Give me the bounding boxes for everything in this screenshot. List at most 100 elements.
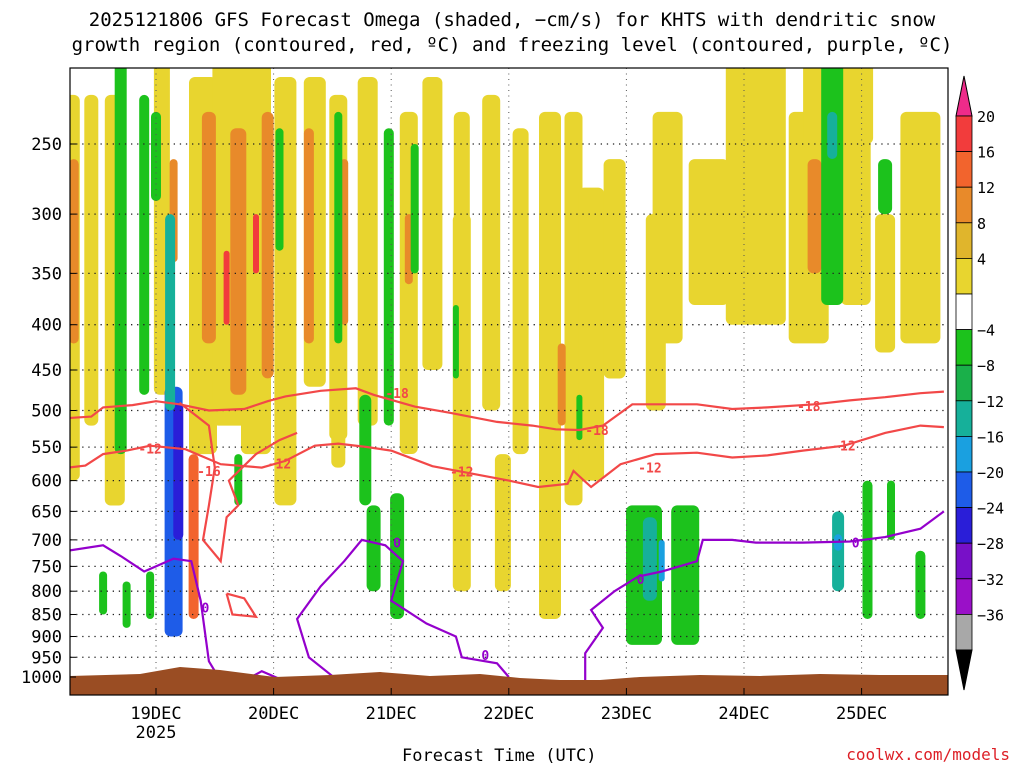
contour-line-freezing — [584, 510, 945, 681]
y-tick-label: 950 — [31, 648, 62, 668]
y-tick-label: 550 — [31, 438, 62, 458]
omega-core-max — [173, 402, 184, 540]
contour-label: 0 — [393, 537, 401, 552]
colorbar-swatch — [955, 329, 973, 366]
omega-cell-weak-ascent — [578, 187, 605, 481]
y-tick-label: 250 — [31, 135, 62, 155]
y-tick-label: 650 — [31, 502, 62, 522]
colorbar-swatch — [955, 578, 973, 615]
colorbar-swatch — [955, 293, 973, 330]
terrain-fill — [70, 667, 948, 695]
colorbar-label: −16 — [977, 428, 1004, 446]
omega-cell-descent — [383, 128, 394, 426]
y-tick-label: 1000 — [21, 668, 62, 688]
colorbar-label: 16 — [977, 144, 995, 162]
colorbar-swatch — [955, 115, 973, 152]
colorbar-label: −20 — [977, 464, 1004, 482]
omega-cell-weak-ascent — [900, 111, 941, 344]
omega-cell-descent — [576, 394, 583, 441]
omega-cell-descent — [122, 581, 131, 628]
omega-cell-weak-ascent — [494, 454, 511, 592]
omega-cell-moderate-ascent — [303, 128, 314, 344]
y-axis-ticks: 2503003504004505005506006507007508008509… — [21, 135, 76, 688]
omega-cell-moderate-ascent — [201, 111, 216, 344]
title-line-1: 2025121806 GFS Forecast Omega (shaded, −… — [88, 9, 936, 31]
x-year-label: 2025 — [136, 723, 177, 743]
omega-cell-strong-ascent — [253, 214, 259, 274]
y-tick-label: 800 — [31, 582, 62, 602]
omega-cell-weak-ascent — [645, 214, 666, 411]
y-tick-label: 450 — [31, 361, 62, 381]
colorbar-swatch — [955, 364, 973, 402]
contour-label: -12 — [450, 466, 473, 481]
omega-cell-strong-descent — [832, 511, 845, 592]
chart-title: 2025121806 GFS Forecast Omega (shaded, −… — [0, 8, 1024, 58]
site-credit: coolwx.com/models — [846, 745, 1010, 764]
x-tick-label: 21DEC — [366, 704, 417, 724]
omega-cell-descent — [915, 550, 926, 619]
grid-lines — [70, 68, 948, 695]
y-tick-label: 850 — [31, 606, 62, 626]
contour-line-minus12 — [70, 424, 944, 489]
contour-label: -18 — [797, 400, 821, 415]
colorbar-label: −28 — [977, 535, 1004, 553]
colorbar-label: 8 — [977, 215, 986, 233]
omega-cell-weak-ascent — [603, 159, 626, 379]
contour-label: -12 — [638, 462, 661, 477]
omega-shading — [70, 68, 941, 645]
contour-label: -16 — [197, 465, 221, 480]
omega-cell-strong-descent — [642, 517, 657, 601]
omega-cell-descent — [887, 480, 895, 540]
colorbar-swatch — [955, 151, 973, 188]
x-tick-label: 25DEC — [836, 704, 887, 724]
x-tick-label: 24DEC — [718, 704, 769, 724]
contour-line-minus18 — [70, 387, 944, 432]
omega-cell-weak-ascent — [875, 214, 896, 353]
omega-cell-descent — [410, 144, 419, 274]
contour-label: 0 — [201, 602, 209, 617]
x-tick-label: 20DEC — [248, 704, 299, 724]
omega-cell-descent — [862, 480, 873, 619]
omega-cell-descent — [359, 394, 372, 506]
omega-cell-descent — [275, 128, 284, 251]
contour-line-freezing — [295, 538, 510, 682]
omega-cell-weak-ascent — [452, 214, 471, 592]
title-line-2: growth region (contoured, red, ºC) and f… — [71, 34, 953, 56]
omega-cell-moderate-ascent — [807, 159, 822, 274]
colorbar-swatch — [955, 186, 973, 224]
y-tick-label: 600 — [31, 472, 62, 492]
colorbar-label: −4 — [977, 322, 995, 340]
contour-lines: -18 -18 -18 -12 -12 -12 -12 -12 -16 0 0 0 0 0 — [70, 387, 945, 682]
omega-cell-descent — [671, 505, 700, 645]
omega-cell-descent — [452, 305, 459, 379]
colorbar-swatch — [955, 222, 973, 259]
omega-cell-weak-ascent — [539, 425, 561, 619]
contour-line-minus16 — [225, 592, 259, 619]
omega-cell-moderate-ascent — [557, 343, 566, 426]
colorbar-swatch — [955, 471, 973, 508]
omega-cell-descent — [146, 571, 155, 619]
contour-label: 0 — [852, 537, 860, 552]
colorbar-label: −24 — [977, 500, 1004, 518]
y-tick-label: 300 — [31, 205, 62, 225]
colorbar-label: 20 — [977, 108, 995, 126]
omega-cell-descent — [334, 111, 343, 344]
contour-label: 0 — [637, 573, 645, 588]
y-tick-label: 400 — [31, 316, 62, 336]
omega-cell-weak-ascent — [422, 77, 443, 370]
colorbar-label: 12 — [977, 179, 995, 197]
colorbar-swatch — [955, 435, 973, 473]
colorbar-arrow-top — [955, 75, 973, 117]
y-tick-label: 700 — [31, 531, 62, 551]
y-tick-label: 750 — [31, 557, 62, 577]
contour-line-minus16 — [178, 401, 298, 564]
omega-cell-weak-ascent — [840, 128, 871, 305]
omega-core-upper — [165, 214, 176, 411]
omega-cell-very-strong-descent — [658, 539, 665, 582]
omega-cell-moderate-ascent — [230, 128, 247, 395]
omega-cell-weak-ascent — [512, 128, 529, 455]
terrain-band — [70, 667, 948, 695]
contour-label: -12 — [138, 443, 161, 458]
x-axis-ticks: 19DEC 20DEC 21DEC 22DEC 23DEC 24DEC 25DEC 2025 — [130, 688, 887, 743]
